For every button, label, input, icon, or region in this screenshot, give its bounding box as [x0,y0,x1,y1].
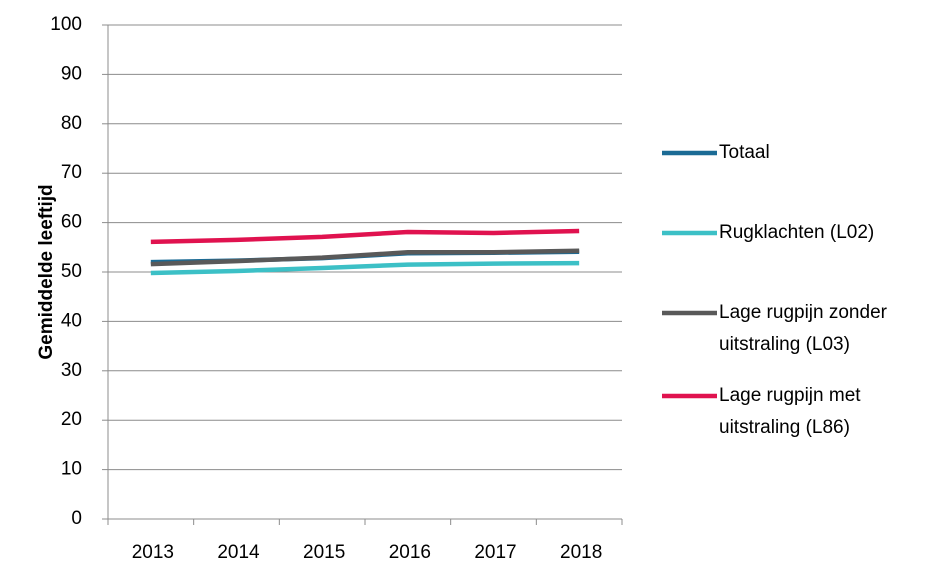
y-tick-label: 70 [61,162,82,183]
x-tick-label: 2016 [389,542,431,563]
x-tick-label: 2018 [560,542,602,563]
y-tick-label: 10 [61,459,82,480]
y-axis-label: Gemiddelde leeftijd [36,184,57,359]
x-tick-label: 2017 [474,542,516,563]
series-line [150,260,580,276]
legend-label: Lage rugpijn zonder uitstraling (L03) [719,302,887,355]
series-line [150,248,580,267]
x-tick-label: 2013 [132,542,174,563]
y-tick-label: 80 [61,113,82,134]
legend-label: Totaal [719,142,770,163]
y-tick-label: 20 [61,409,82,430]
y-tick-label: 90 [61,63,82,84]
legend-label: Rugklachten (L02) [719,222,875,243]
y-tick-label: 0 [71,508,82,529]
x-tick-label: 2015 [303,542,345,563]
y-tick-label: 50 [61,261,82,282]
y-tick-label: 30 [61,360,82,381]
y-tick-label: 60 [61,212,82,233]
y-tick-label: 40 [61,310,82,331]
x-tick-label: 2014 [217,542,260,563]
legend-label: Lage rugpijn met uitstraling (L86) [719,385,861,438]
y-tick-label: 100 [50,14,82,35]
series-line [150,228,580,245]
